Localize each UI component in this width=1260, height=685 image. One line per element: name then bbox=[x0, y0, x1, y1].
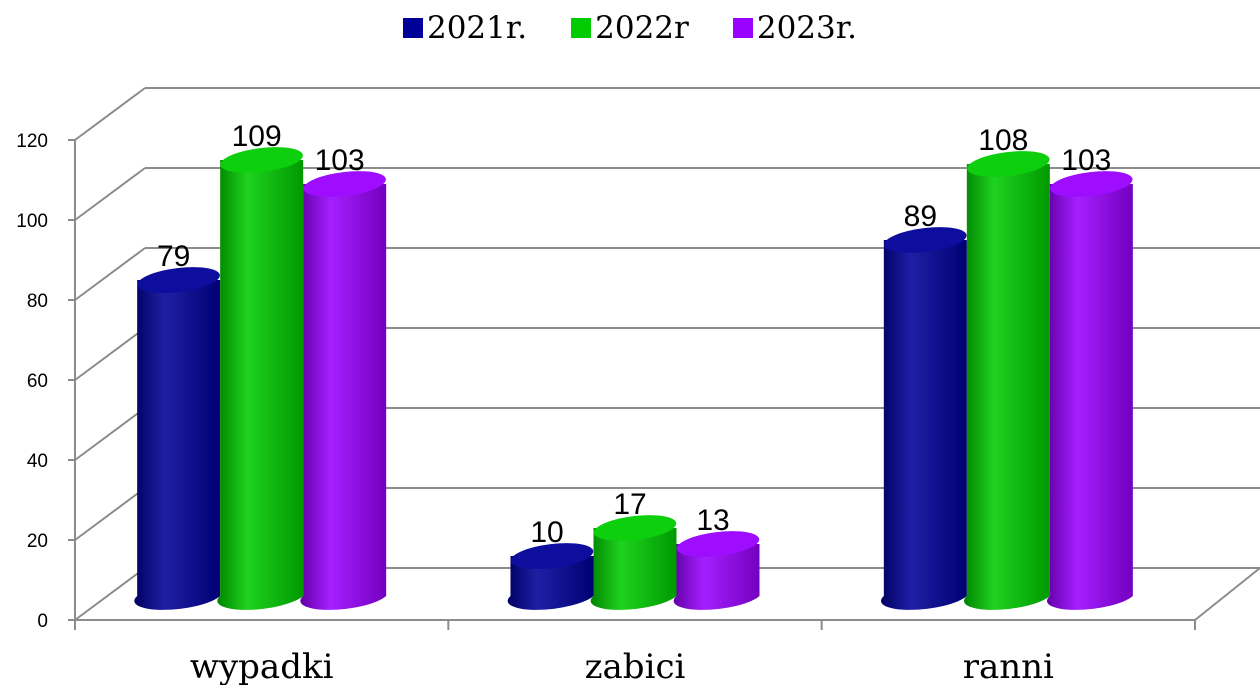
gridline-side bbox=[74, 407, 146, 461]
gridline-side bbox=[74, 567, 146, 621]
data-label: 108 bbox=[978, 124, 1028, 157]
x-category-label: wypadki bbox=[190, 647, 334, 685]
data-label: 109 bbox=[232, 120, 282, 153]
gridline-side bbox=[74, 167, 146, 221]
legend-swatch-2022 bbox=[571, 18, 592, 38]
legend-swatch-2023 bbox=[732, 18, 753, 38]
bar-top bbox=[884, 227, 967, 253]
legend-item-2022: 2022r bbox=[571, 10, 689, 46]
data-label: 103 bbox=[1061, 144, 1111, 177]
bar-2023r.-ranni bbox=[1046, 184, 1133, 610]
floor-edge bbox=[1194, 567, 1260, 621]
bar-top bbox=[510, 543, 594, 569]
legend: 2021r. 2022r 2023r. bbox=[0, 10, 1260, 46]
data-label: 17 bbox=[613, 488, 646, 521]
bar-top bbox=[967, 151, 1050, 177]
bar-2022r-zabici bbox=[590, 528, 677, 610]
data-label: 79 bbox=[157, 240, 190, 273]
bar-2021r.-zabici bbox=[507, 556, 594, 610]
legend-item-2021: 2021r. bbox=[402, 10, 528, 46]
bar-2021r.-ranni bbox=[880, 240, 967, 610]
y-tick-label: 0 bbox=[37, 611, 48, 632]
bar-2022r-wypadki bbox=[217, 160, 304, 610]
y-tick-label: 120 bbox=[16, 131, 48, 152]
legend-label-2023: 2023r. bbox=[756, 10, 858, 46]
legend-label-2021: 2021r. bbox=[426, 10, 528, 46]
data-label: 103 bbox=[315, 144, 365, 177]
gridline-side bbox=[74, 327, 146, 381]
bar-top bbox=[303, 171, 386, 197]
data-label: 89 bbox=[904, 200, 937, 233]
bar-2022r-ranni bbox=[963, 164, 1050, 610]
data-label: 10 bbox=[530, 516, 563, 549]
legend-item-2023: 2023r. bbox=[732, 10, 858, 46]
bar-top bbox=[593, 515, 677, 541]
bar-top bbox=[1050, 171, 1133, 197]
gridline-side bbox=[74, 487, 146, 541]
x-category-label: zabici bbox=[585, 647, 686, 685]
gridline-side bbox=[74, 247, 146, 301]
bar-top bbox=[137, 267, 220, 293]
x-category-label: ranni bbox=[963, 647, 1054, 685]
gridline-side bbox=[74, 87, 146, 141]
legend-label-2022: 2022r bbox=[595, 10, 689, 46]
y-tick-label: 60 bbox=[27, 371, 48, 392]
bar-2023r.-zabici bbox=[673, 544, 760, 610]
y-tick-label: 40 bbox=[27, 451, 48, 472]
bar-2023r.-wypadki bbox=[300, 184, 387, 610]
data-label: 13 bbox=[696, 504, 729, 537]
legend-swatch-2021 bbox=[402, 18, 423, 38]
y-tick-label: 20 bbox=[27, 531, 48, 552]
bar-2021r.-wypadki bbox=[134, 280, 221, 610]
y-tick-label: 100 bbox=[16, 211, 48, 232]
bar-top bbox=[676, 531, 760, 557]
y-tick-label: 80 bbox=[27, 291, 48, 312]
bar-top bbox=[220, 147, 303, 173]
